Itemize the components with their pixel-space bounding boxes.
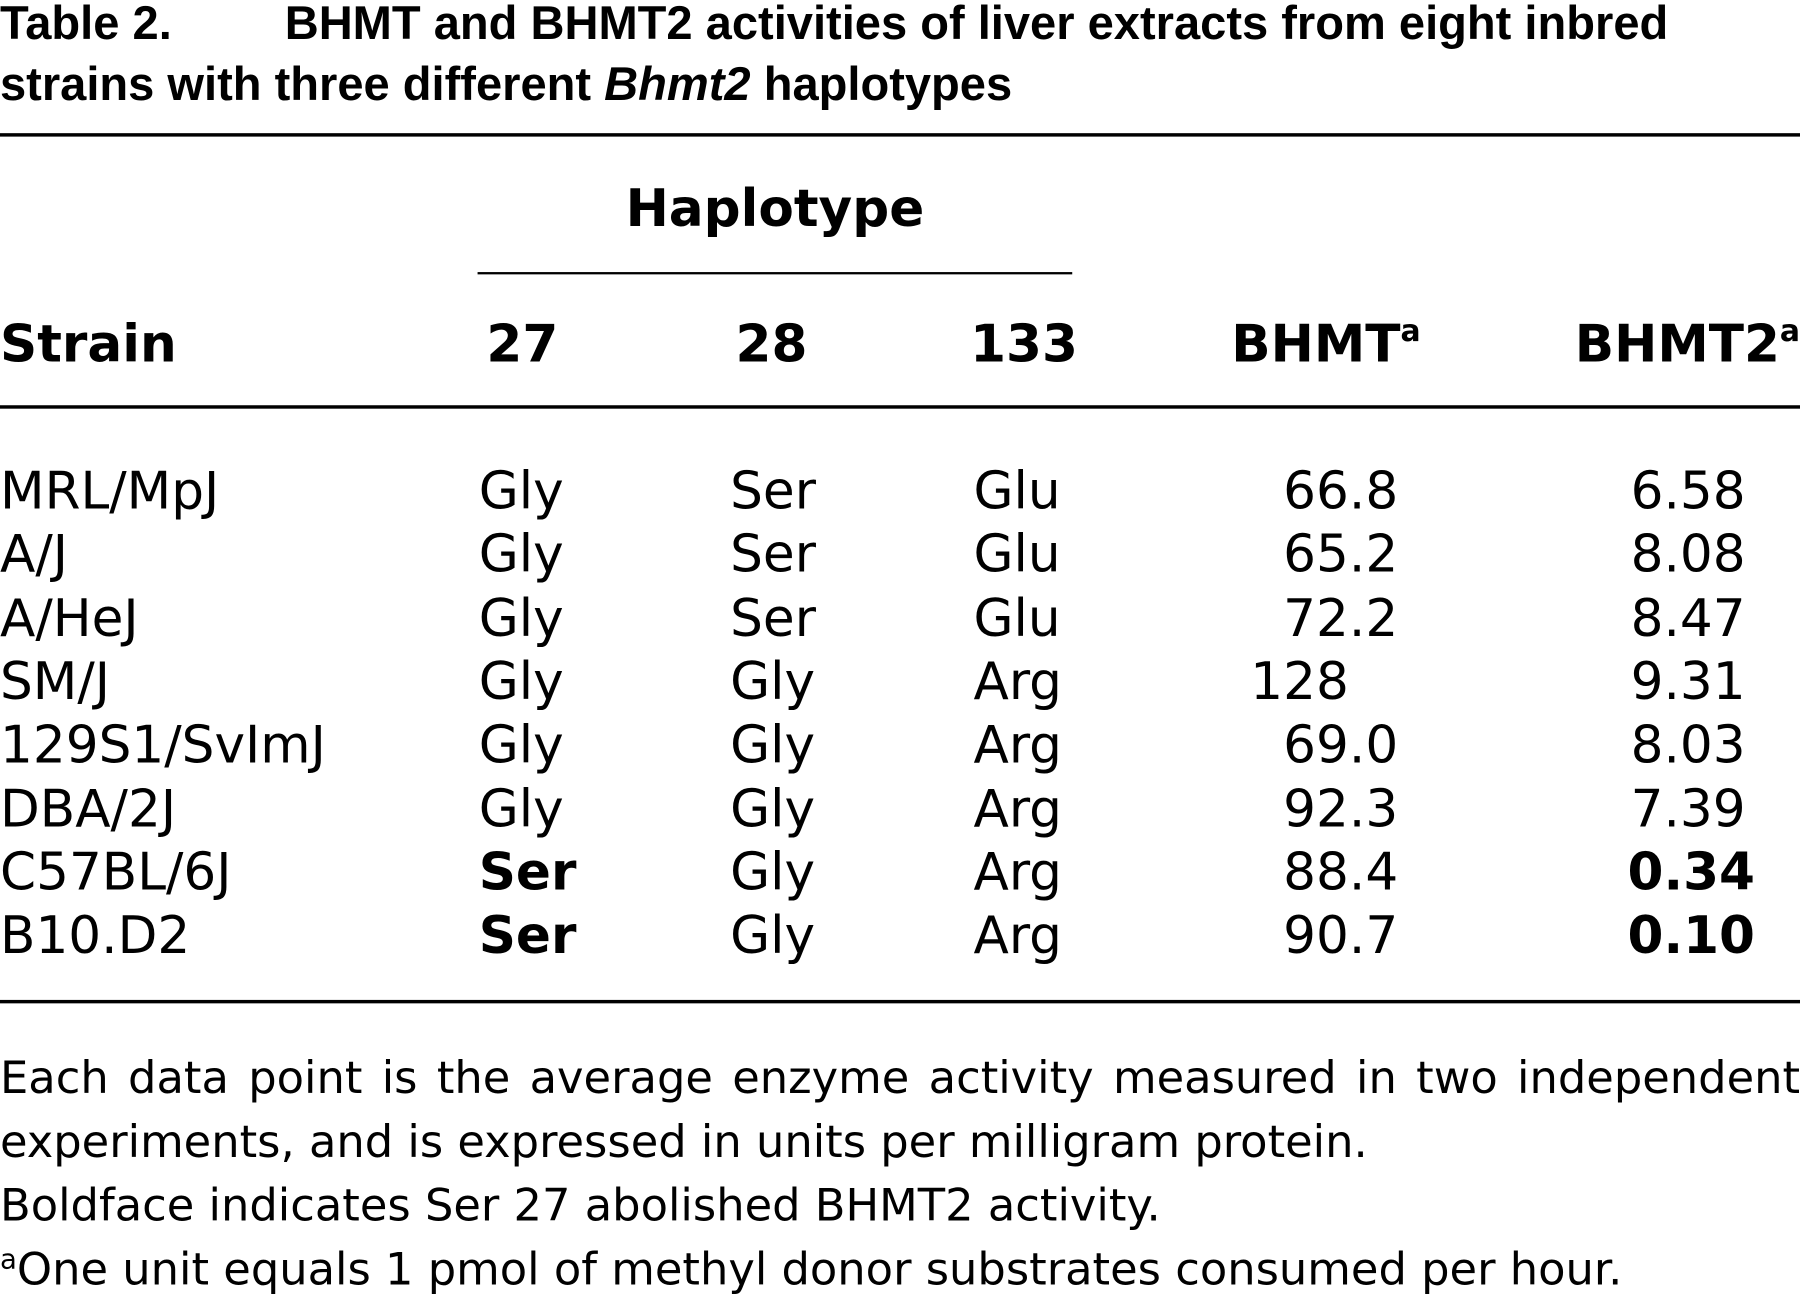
cell: Ser bbox=[478, 841, 577, 903]
cell: Gly bbox=[478, 714, 564, 776]
cell: Arg bbox=[973, 841, 1062, 903]
footnote-text: One unit equals 1 pmol of methyl donor s… bbox=[16, 1243, 1623, 1296]
cell: 65.2 bbox=[1283, 523, 1399, 585]
cell: 129S1/SvImJ bbox=[0, 714, 326, 776]
cell: Glu bbox=[973, 460, 1061, 522]
cell: 72.2 bbox=[1283, 587, 1399, 649]
cell: Gly bbox=[730, 650, 816, 712]
cell: DBA/2J bbox=[0, 777, 177, 839]
note: Each data point is the average enzyme ac… bbox=[0, 1052, 1800, 1169]
footnote: aOne unit equals 1 pmol of methyl donor … bbox=[0, 1238, 1800, 1301]
caption-italic: Bhmt2 bbox=[604, 57, 751, 111]
cell: Gly bbox=[478, 587, 564, 649]
cell: Ser bbox=[730, 587, 816, 649]
cell: 128 bbox=[1250, 650, 1349, 712]
bottom-rule bbox=[0, 999, 1800, 1004]
cell: Ser bbox=[478, 904, 577, 966]
cell: Glu bbox=[973, 587, 1061, 649]
cell: C57BL/6J bbox=[0, 841, 232, 903]
caption-end: haplotypes bbox=[750, 57, 1013, 111]
cell: Arg bbox=[973, 650, 1062, 712]
cell: Gly bbox=[730, 841, 816, 903]
column-label: Strain bbox=[0, 313, 177, 375]
caption-title: BHMT and BHMT2 activities of liver extra… bbox=[0, 0, 1669, 111]
cell: 0.34 bbox=[1627, 841, 1755, 903]
cell: 9.31 bbox=[1630, 650, 1746, 712]
cell: Gly bbox=[730, 904, 816, 966]
group-header: Haplotype bbox=[625, 177, 925, 239]
cell: SM/J bbox=[0, 650, 111, 712]
cell: Ser bbox=[730, 460, 816, 522]
cell: A/J bbox=[0, 523, 68, 585]
cell: Gly bbox=[478, 460, 564, 522]
cell: Arg bbox=[973, 777, 1062, 839]
group-rule bbox=[477, 272, 1073, 275]
caption-label: Table 2. bbox=[0, 0, 172, 50]
cell: Gly bbox=[478, 523, 564, 585]
footnote-mark: a bbox=[1779, 314, 1800, 349]
column-label: BHMT bbox=[1231, 313, 1401, 375]
footnote-mark: a bbox=[0, 1242, 17, 1275]
cell: 8.08 bbox=[1630, 523, 1746, 585]
cell: 6.58 bbox=[1630, 460, 1746, 522]
caption: Table 2. BHMT and BHMT2 activities of liv… bbox=[0, 0, 1774, 115]
cell: Arg bbox=[973, 714, 1062, 776]
column-header: BHMTa bbox=[1231, 314, 1421, 370]
cell: Gly bbox=[478, 650, 564, 712]
column-header: 28 bbox=[736, 318, 808, 370]
cell: 88.4 bbox=[1283, 841, 1399, 903]
cell: A/HeJ bbox=[0, 587, 139, 649]
column-header: 133 bbox=[970, 318, 1078, 370]
cell: 90.7 bbox=[1283, 904, 1399, 966]
cell: 0.10 bbox=[1627, 904, 1755, 966]
header-rule bbox=[0, 405, 1800, 409]
cell: 8.47 bbox=[1630, 587, 1746, 649]
column-label: 28 bbox=[735, 313, 808, 375]
column-header: BHMT2a bbox=[1575, 314, 1800, 370]
column-label: 27 bbox=[486, 313, 559, 375]
cell: 7.39 bbox=[1630, 777, 1746, 839]
cell: Gly bbox=[730, 777, 816, 839]
cell: Gly bbox=[478, 777, 564, 839]
cell: 69.0 bbox=[1283, 714, 1399, 776]
cell: B10.D2 bbox=[0, 904, 191, 966]
column-header: Strain bbox=[0, 318, 177, 370]
cell: MRL/MpJ bbox=[0, 460, 220, 522]
cell: Gly bbox=[730, 714, 816, 776]
top-rule bbox=[0, 133, 1800, 137]
cell: 8.03 bbox=[1630, 714, 1746, 776]
cell: Arg bbox=[973, 904, 1062, 966]
cell: 66.8 bbox=[1283, 460, 1399, 522]
cell: Glu bbox=[973, 523, 1061, 585]
column-label: 133 bbox=[970, 313, 1078, 375]
cell: Ser bbox=[730, 523, 816, 585]
column-header: 27 bbox=[486, 318, 558, 370]
note: Boldface indicates Ser 27 abolished BHMT… bbox=[0, 1180, 1161, 1232]
cell: 92.3 bbox=[1283, 777, 1399, 839]
column-label: BHMT2 bbox=[1574, 313, 1780, 375]
notes: Each data point is the average enzyme ac… bbox=[0, 1047, 1800, 1301]
footnote-mark: a bbox=[1400, 314, 1421, 349]
